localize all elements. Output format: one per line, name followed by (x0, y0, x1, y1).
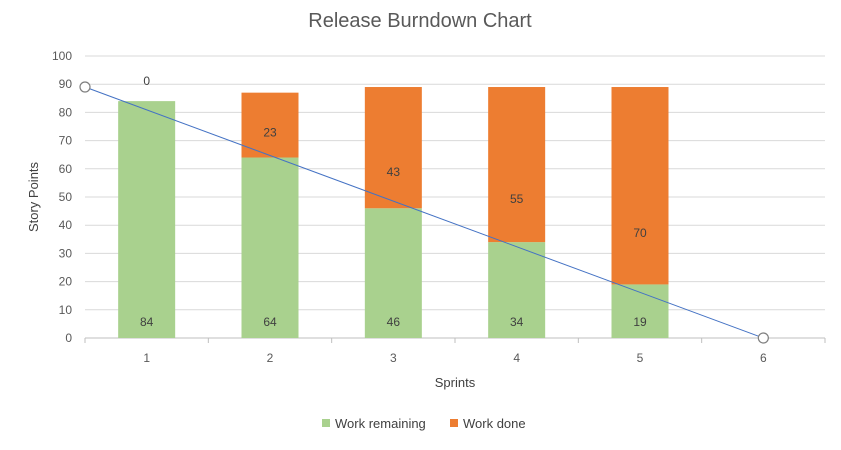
x-axis-label: Sprints (435, 375, 476, 390)
data-label-work-done: 70 (633, 226, 647, 240)
x-tick-label: 1 (143, 351, 150, 365)
y-tick-label: 40 (59, 218, 73, 232)
legend-label-work-remaining: Work remaining (335, 416, 426, 431)
bar-work-remaining[interactable] (611, 284, 669, 338)
bar-work-done[interactable] (241, 92, 299, 158)
data-label-work-remaining: 34 (510, 315, 524, 329)
bar-work-done[interactable] (611, 87, 669, 285)
x-tick-label: 4 (513, 351, 520, 365)
bar-work-remaining[interactable] (488, 242, 546, 338)
data-label-work-done: 0 (143, 74, 150, 88)
data-label-work-done: 55 (510, 192, 524, 206)
bar-work-remaining[interactable] (241, 157, 299, 338)
y-tick-label: 20 (59, 275, 73, 289)
trend-line-start-marker (79, 81, 91, 93)
y-tick-label: 70 (59, 134, 73, 148)
x-tick-label: 6 (760, 351, 767, 365)
bar-work-remaining[interactable] (118, 101, 176, 339)
chart-title: Release Burndown Chart (308, 10, 532, 32)
x-tick-label: 2 (267, 351, 274, 365)
data-label-work-remaining: 84 (140, 315, 154, 329)
y-tick-label: 100 (52, 49, 72, 63)
y-axis-label: Story Points (26, 161, 41, 232)
data-label-work-remaining: 64 (263, 315, 277, 329)
legend-swatch-work-done (450, 419, 458, 427)
y-tick-label: 90 (59, 77, 73, 91)
legend-swatch-work-remaining (322, 419, 330, 427)
y-tick-label: 60 (59, 162, 73, 176)
data-label-work-remaining: 19 (633, 315, 647, 329)
data-label-work-done: 23 (263, 126, 277, 140)
x-tick-label: 5 (637, 351, 644, 365)
y-tick-label: 0 (65, 331, 72, 345)
y-tick-label: 30 (59, 246, 73, 260)
y-tick-label: 80 (59, 105, 73, 119)
y-tick-label: 10 (59, 303, 73, 317)
bar-work-done[interactable] (488, 87, 546, 243)
y-tick-label: 50 (59, 190, 73, 204)
bar-work-remaining[interactable] (364, 208, 422, 338)
data-label-work-done: 43 (387, 165, 401, 179)
ideal-burndown-line (84, 86, 764, 339)
bar-work-done[interactable] (364, 87, 422, 209)
x-tick-label: 3 (390, 351, 397, 365)
legend-label-work-done: Work done (463, 416, 526, 431)
data-label-work-remaining: 46 (387, 315, 401, 329)
trend-line-end-marker (757, 332, 769, 344)
